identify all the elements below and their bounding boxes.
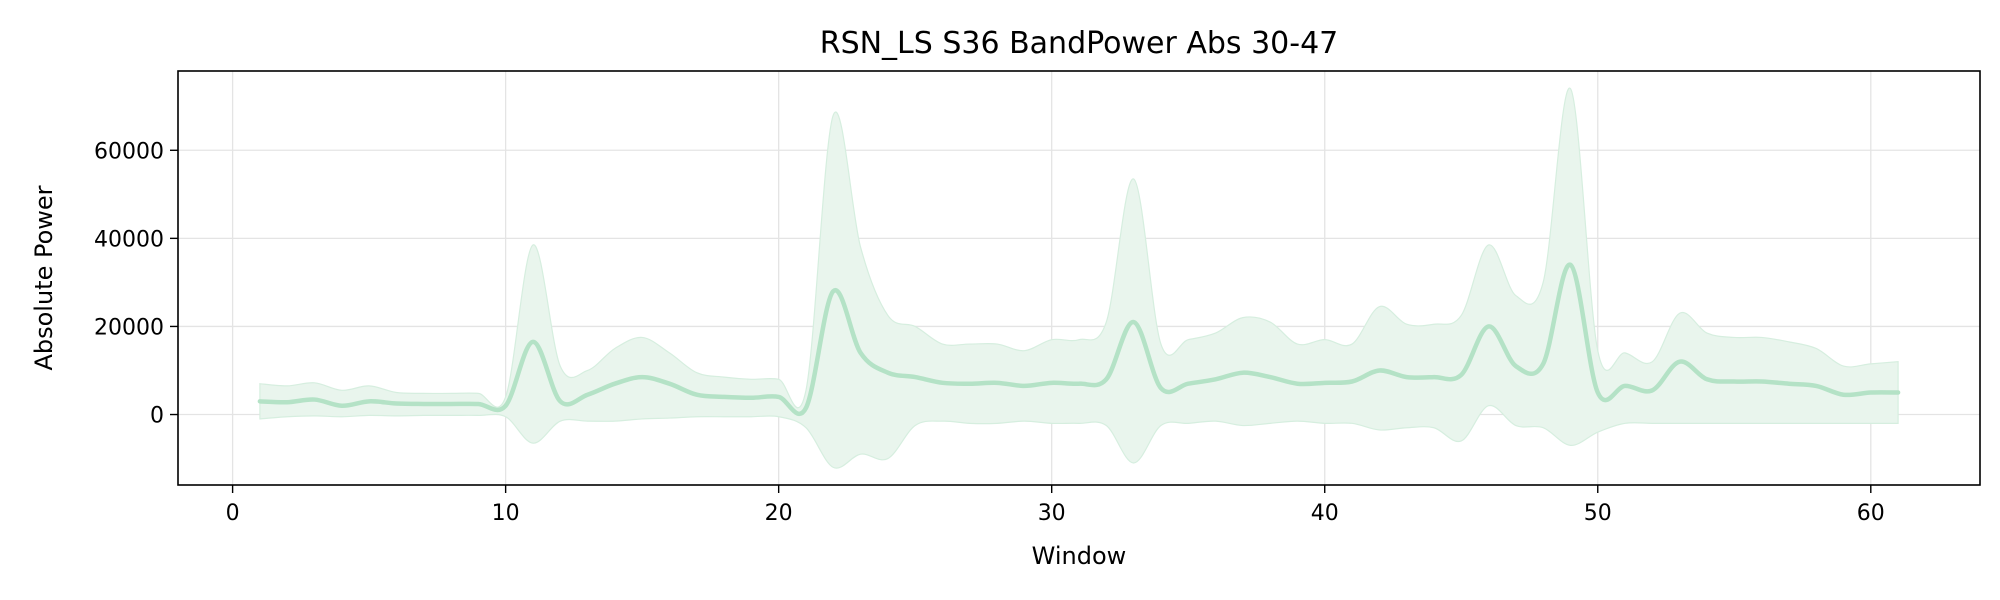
x-tick-label: 60 — [1857, 501, 1885, 526]
series-line — [257, 262, 1901, 417]
x-tick-label: 0 — [226, 501, 240, 526]
chart-title: RSN_LS S36 BandPower Abs 30-47 — [820, 26, 1339, 61]
x-tick-label: 40 — [1311, 501, 1339, 526]
x-tick-label: 20 — [765, 501, 793, 526]
y-tick-label: 40000 — [94, 227, 164, 252]
y-axis-label: Absolute Power — [30, 185, 58, 370]
x-tick-label: 50 — [1584, 501, 1612, 526]
series-lines — [257, 262, 1901, 417]
x-axis-ticks: 0 10 20 30 40 50 60 — [226, 485, 1885, 526]
plot-frame — [177, 70, 1981, 486]
x-axis-label: Window — [1032, 542, 1127, 570]
y-tick-label: 0 — [150, 404, 164, 429]
y-axis-ticks: 0 20000 40000 60000 — [94, 139, 178, 429]
y-tick-label: 20000 — [94, 315, 164, 340]
x-tick-label: 30 — [1038, 501, 1066, 526]
x-tick-label: 10 — [492, 501, 520, 526]
confidence-band — [259, 87, 1899, 469]
y-tick-label: 60000 — [94, 139, 164, 164]
band-area — [259, 87, 1899, 469]
